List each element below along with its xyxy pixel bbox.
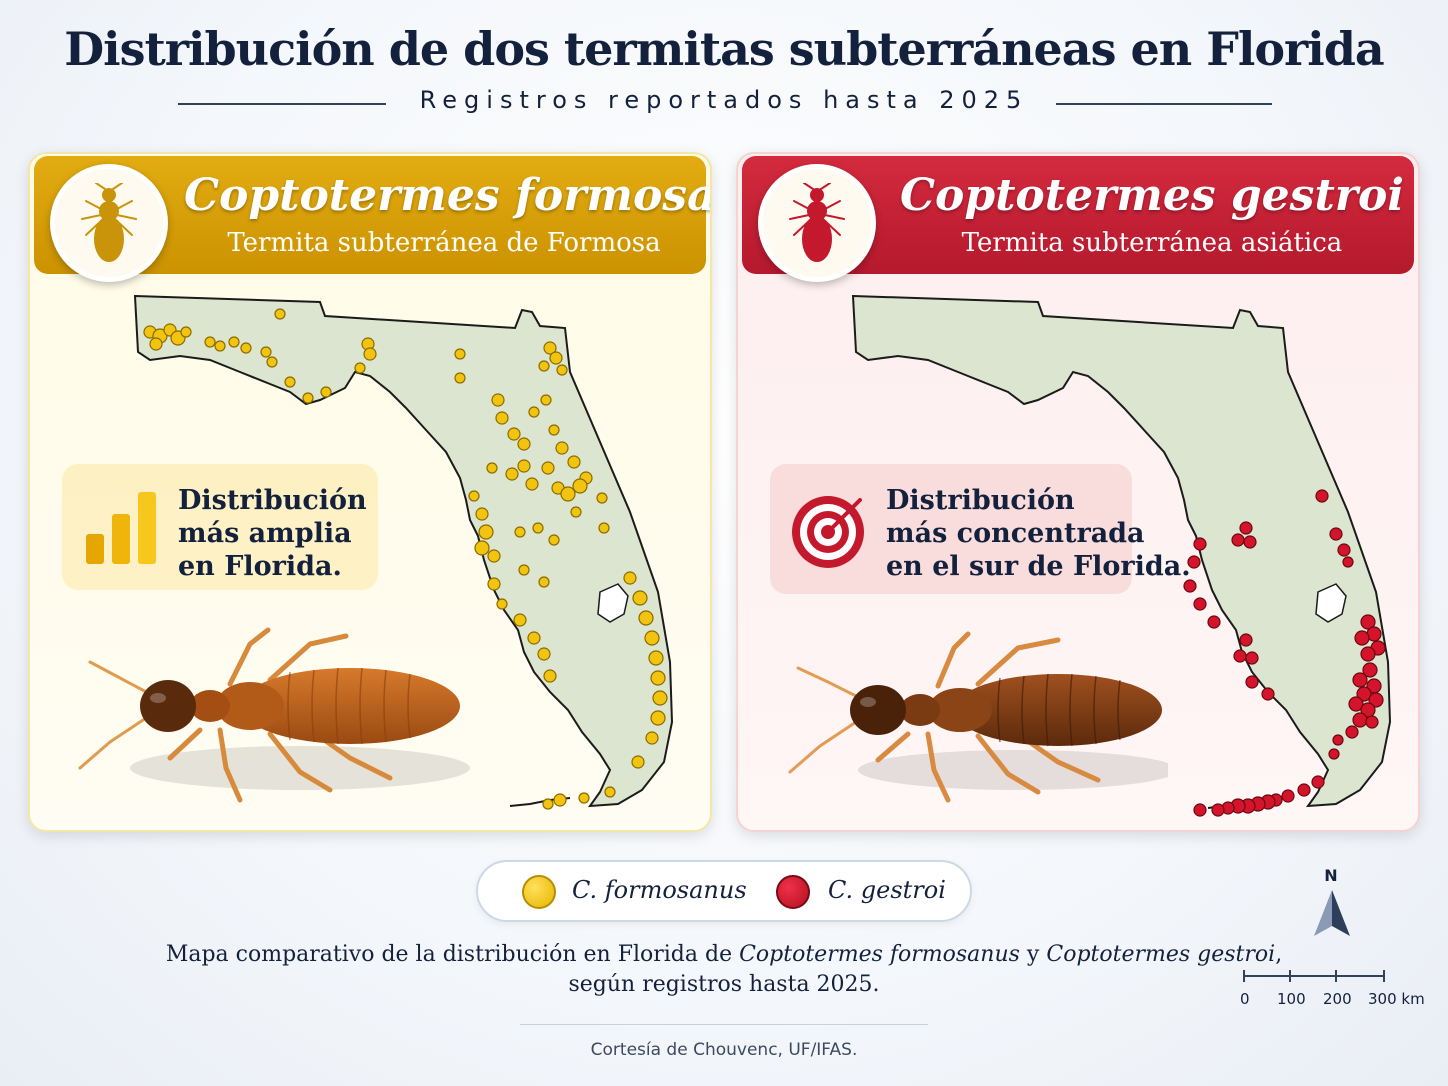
panel-gestroi: Coptotermes gestroi Termita subterránea … bbox=[736, 152, 1420, 832]
termite-badge bbox=[758, 164, 876, 282]
callout-box: Distribución más amplia en Florida. bbox=[62, 464, 378, 590]
credit-text: Cortesía de Chouvenc, UF/IFAS. bbox=[590, 1040, 858, 1060]
callout-text: Distribución más concentrada en el sur d… bbox=[886, 485, 1191, 582]
species-name: Coptotermes formosanus bbox=[184, 170, 712, 221]
target-icon bbox=[792, 496, 864, 568]
map-caption: Mapa comparativo de la distribución en F… bbox=[150, 940, 1298, 1000]
florida-map-gestroi bbox=[851, 294, 1392, 817]
termite-icon bbox=[789, 183, 845, 262]
formosanus-records bbox=[143, 308, 668, 810]
callout-text: Distribución más amplia en Florida. bbox=[178, 485, 367, 582]
gestroi-records bbox=[1183, 489, 1386, 817]
scale-bar bbox=[1243, 970, 1385, 982]
page-title: Distribución de dos termitas subterránea… bbox=[64, 22, 1384, 76]
callout-box: Distribución más concentrada en el sur d… bbox=[770, 464, 1191, 594]
caption-line-1: Mapa comparativo de la distribución en F… bbox=[165, 942, 1283, 967]
caption-line-2: según registros hasta 2025. bbox=[568, 972, 880, 997]
panel-formosanus: Coptotermes formosanus Termita subterrán… bbox=[28, 152, 712, 832]
bar-chart-icon bbox=[86, 492, 156, 564]
species-name: Coptotermes gestroi bbox=[899, 170, 1405, 221]
termite-badge bbox=[50, 164, 168, 282]
legend-dot-gestroi bbox=[776, 875, 810, 909]
termite-illustration bbox=[78, 627, 470, 803]
credit-divider bbox=[520, 1024, 928, 1025]
common-name: Termita subterránea asiática bbox=[961, 228, 1343, 258]
subtitle-divider-left bbox=[178, 103, 386, 105]
subtitle-row: Registros reportados hasta 2025 bbox=[0, 86, 1448, 122]
lake-okeechobee bbox=[1315, 583, 1347, 623]
florida-map-formosanus bbox=[133, 294, 674, 810]
legend-label-formosanus: C. formosanus bbox=[572, 876, 747, 904]
termite-icon bbox=[81, 183, 137, 262]
legend-label-gestroi: C. gestroi bbox=[828, 876, 946, 904]
lake-okeechobee bbox=[597, 583, 629, 623]
common-name: Termita subterránea de Formosa bbox=[227, 228, 661, 258]
legend-dot-formosanus bbox=[522, 875, 556, 909]
termite-illustration bbox=[788, 631, 1168, 803]
page-subtitle: Registros reportados hasta 2025 bbox=[419, 86, 1029, 114]
map-legend: C. formosanus C. gestroi bbox=[476, 860, 972, 922]
subtitle-divider-right bbox=[1056, 103, 1272, 105]
scale-label-0: 0 bbox=[1240, 990, 1250, 1008]
scale-label-200: 200 bbox=[1323, 990, 1352, 1008]
compass-arrow-icon bbox=[1314, 890, 1350, 936]
scale-label-300: 300 km bbox=[1368, 990, 1425, 1008]
species-banner: Coptotermes formosanus Termita subterrán… bbox=[34, 156, 712, 282]
north-label: N bbox=[1324, 866, 1338, 885]
species-banner: Coptotermes gestroi Termita subterránea … bbox=[742, 156, 1414, 282]
scale-label-100: 100 bbox=[1277, 990, 1306, 1008]
